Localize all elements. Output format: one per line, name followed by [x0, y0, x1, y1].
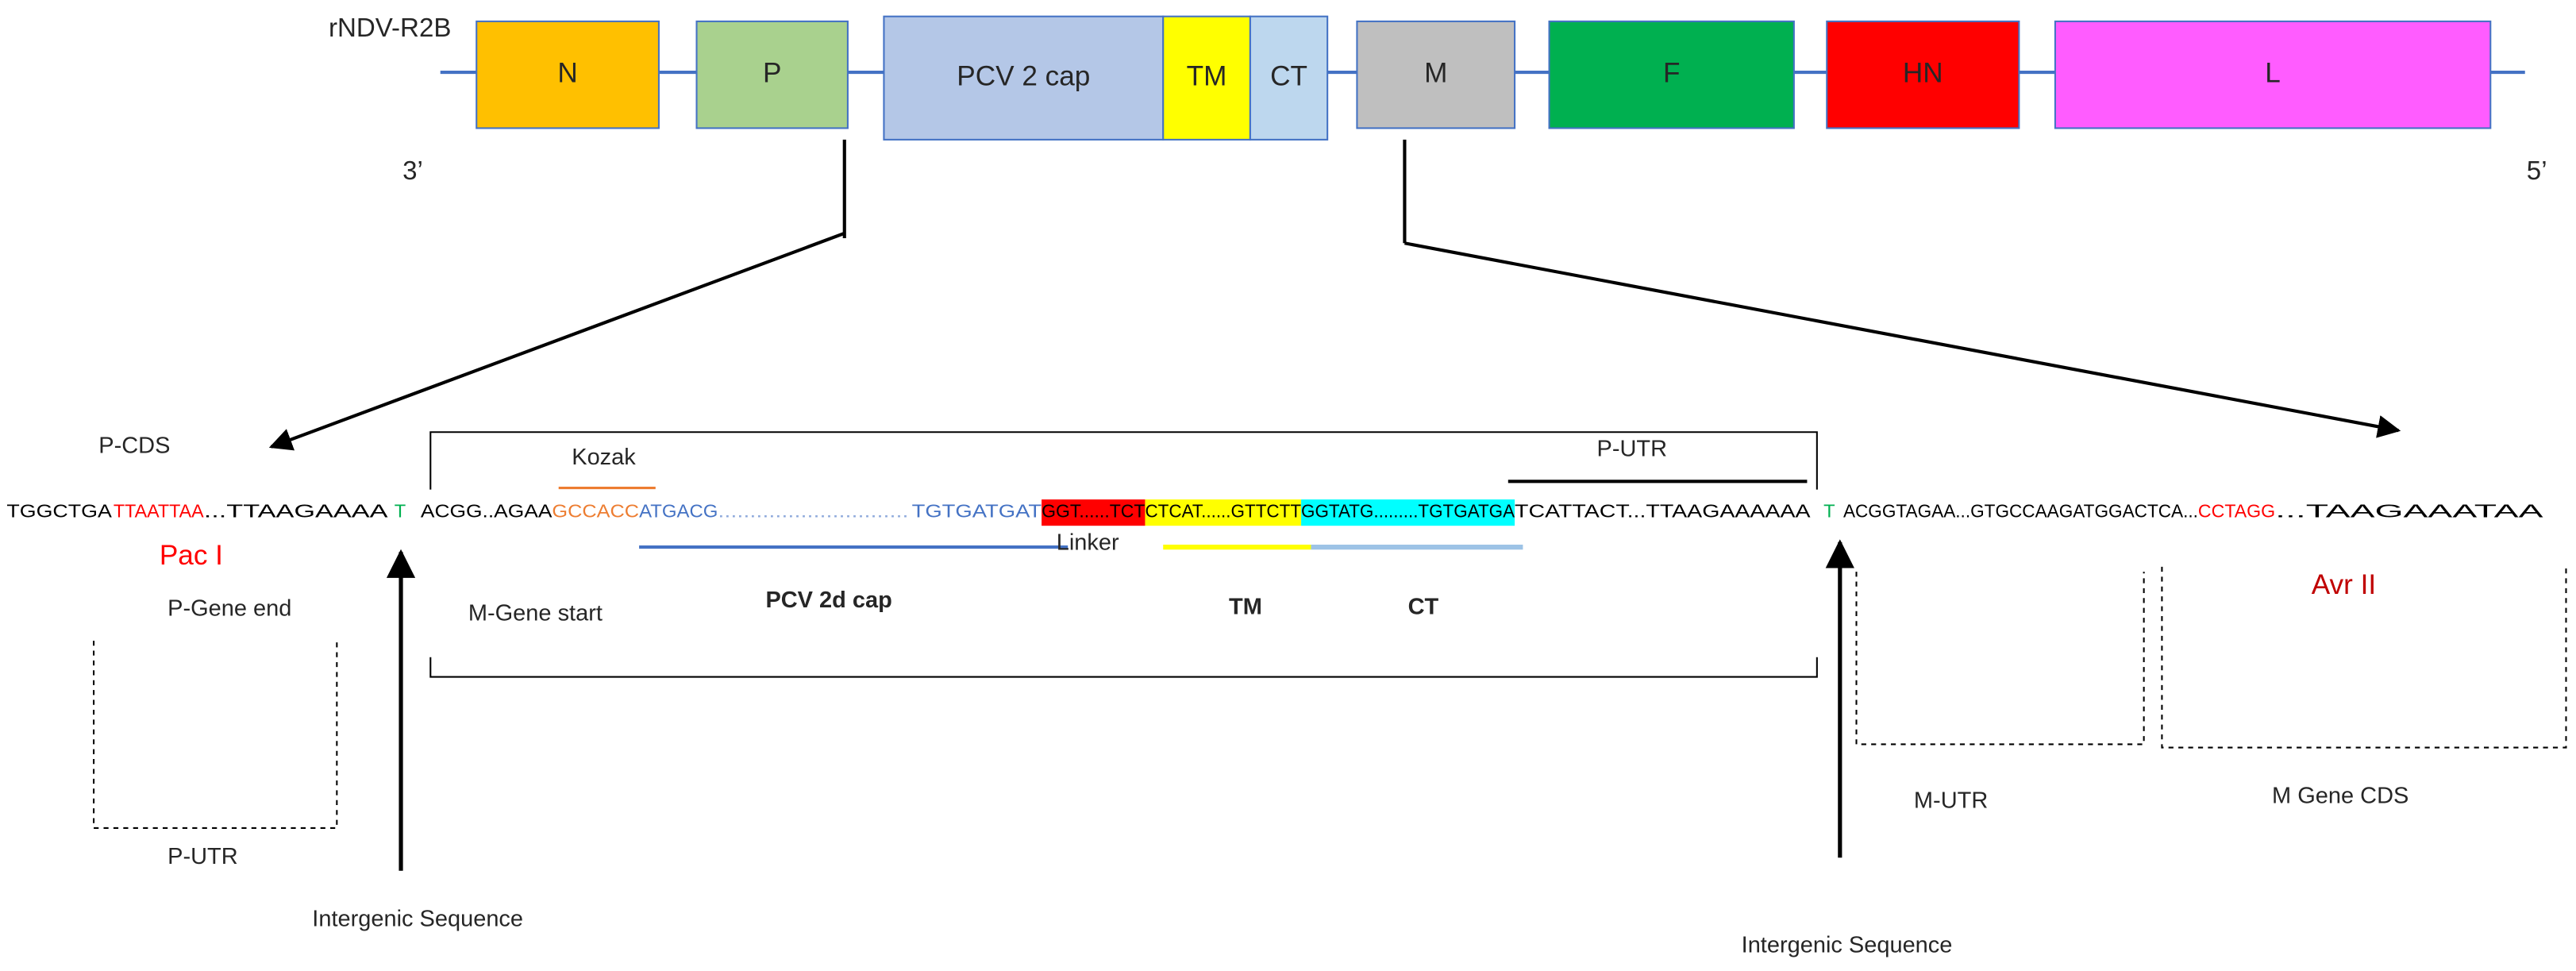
gene-label: PCV 2 cap — [957, 61, 1090, 92]
linker-bg — [1042, 499, 1146, 526]
gene-label: M — [1424, 57, 1447, 88]
label: P-UTR — [1597, 437, 1668, 462]
sequence-segment: TGTGATGAT — [912, 501, 1042, 522]
gene-label: HN — [1903, 57, 1943, 88]
gene-box — [1249, 15, 1329, 141]
label: P-CDS — [98, 433, 170, 459]
label: M Gene CDS — [2272, 783, 2409, 808]
sequence-segment: ACGGTAGAA...GTGCCAAGATGGACTCA... — [1843, 501, 2198, 522]
end-3: 3’ — [402, 156, 423, 186]
gene-box — [476, 20, 660, 129]
sequence-segment: GGT......TCT — [1042, 501, 1145, 522]
sequence-segment: CCTAGG — [2198, 501, 2275, 522]
sequence-segment: TGGCTGA — [6, 501, 112, 522]
sequence-segment: ...TAAGAAATAA — [2275, 501, 2544, 522]
label: PCV 2d cap — [765, 588, 891, 613]
label: CT — [1408, 594, 1439, 619]
label: Avr II — [2312, 569, 2376, 600]
ct-bg — [1301, 499, 1515, 526]
sequence-segment: ACGG..AGAA — [421, 501, 553, 522]
gene-label: N — [557, 57, 577, 88]
sequence-segment: CTCAT......GTTCTT — [1145, 501, 1301, 522]
sequence-segment: GGTATG.........TGTGATGA — [1301, 501, 1515, 522]
sequence: TGGCTGA TTAATTAA ...TTAAGAAAA T ACGG..AGAA GC… — [6, 501, 2544, 522]
label: P-Gene end — [167, 595, 291, 621]
sequence-segment: ...TTAAGAAAA — [204, 501, 389, 522]
gene-label: L — [2265, 57, 2281, 88]
gene-box — [2054, 20, 2492, 129]
bracket-bottom — [429, 657, 1818, 678]
sequence-segment: .............................. — [718, 501, 908, 522]
gene-boxes: N P PCV 2 cap TM CT M F HN L — [476, 15, 2492, 141]
label: M-Gene start — [468, 601, 603, 626]
gene-box — [1826, 20, 2020, 129]
dashed-box — [93, 641, 338, 829]
sequence-segment: T — [1823, 501, 1835, 522]
gene-label: P — [763, 57, 781, 88]
gene-box — [695, 20, 849, 129]
gene-label: CT — [1270, 61, 1307, 92]
arrow — [1404, 241, 2401, 438]
gene-label: F — [1663, 57, 1680, 88]
gene-box — [1356, 20, 1516, 129]
label: TM — [1229, 594, 1262, 619]
sequence-segment: TTAATTAA — [114, 501, 205, 522]
sequence-segment: T — [395, 501, 406, 522]
label: P-UTR — [167, 844, 238, 869]
dashed-box — [1855, 572, 2145, 746]
label: Kozak — [572, 445, 636, 470]
label: M-UTR — [1914, 788, 1988, 814]
genome-name: rNDV-R2B — [329, 13, 451, 43]
gene-label: TM — [1187, 61, 1227, 92]
dashed-box — [2161, 566, 2567, 749]
sequence-segment: ATGACG — [639, 501, 718, 522]
sequence-segment: GCCACC — [552, 501, 639, 522]
sequence-segment: TCATTACT...TTAAGAAAAAA — [1515, 501, 1812, 522]
gene-box — [883, 15, 1165, 141]
bracket-top — [429, 431, 1818, 490]
end-5: 5’ — [2527, 156, 2547, 186]
arrow — [268, 231, 845, 451]
gene-box — [1548, 20, 1795, 129]
tm-bg — [1145, 499, 1302, 526]
label: Pac I — [160, 540, 223, 571]
label: Linker — [1057, 530, 1119, 556]
label: Intergenic Sequence — [312, 907, 523, 932]
label: Intergenic Sequence — [1742, 933, 1953, 958]
